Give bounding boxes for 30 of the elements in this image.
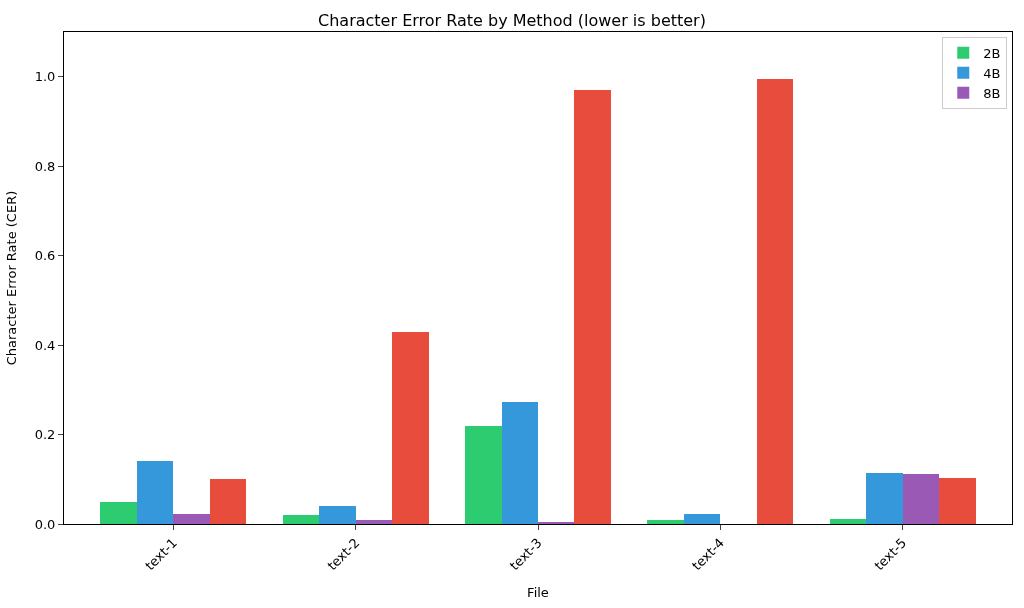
bar [465, 426, 502, 524]
bar [939, 478, 976, 524]
legend-label: 2B [983, 45, 1001, 61]
bar [173, 514, 210, 524]
chart-title: Character Error Rate by Method (lower is better) [318, 11, 706, 31]
bar [574, 90, 611, 524]
bar [356, 520, 392, 524]
bar [100, 502, 137, 524]
y-tick-label: 1.0 [34, 69, 56, 85]
y-tick-label: 0.8 [34, 158, 56, 174]
y-tick-label: 0.2 [34, 427, 56, 443]
bar [903, 474, 939, 524]
bar [210, 479, 246, 524]
legend-label: 4B [983, 65, 1001, 81]
bar [283, 515, 319, 524]
bar [647, 520, 684, 524]
y-tick-label: 0.0 [34, 516, 56, 532]
y-tick-label: 0.6 [34, 248, 56, 264]
bar [502, 402, 538, 524]
legend-label: 8B [983, 85, 1001, 101]
y-axis-title: Character Error Rate (CER) [3, 190, 19, 366]
bar [319, 506, 356, 524]
bar [137, 461, 173, 524]
bar [866, 473, 903, 524]
bar [392, 332, 429, 524]
x-axis-title: File [527, 584, 549, 600]
y-tick-label: 0.4 [34, 337, 56, 353]
bar [757, 79, 793, 524]
bar [830, 519, 866, 524]
bar [684, 514, 720, 524]
